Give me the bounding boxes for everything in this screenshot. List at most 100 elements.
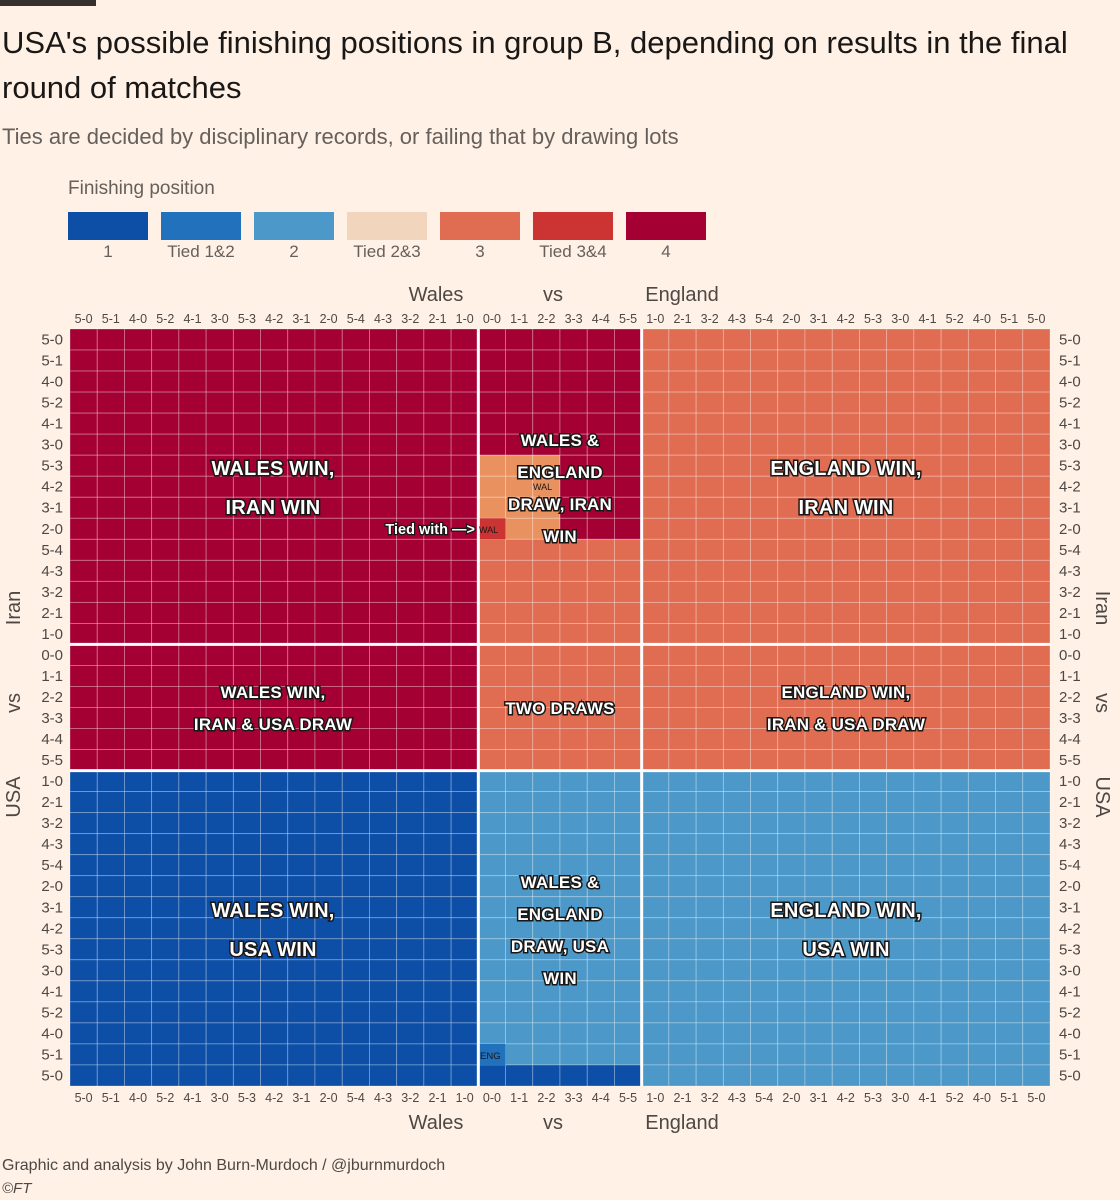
heatmap-cell xyxy=(450,728,479,750)
heatmap-cell xyxy=(151,1064,180,1087)
heatmap-cell xyxy=(967,370,996,393)
heatmap-cell xyxy=(1022,980,1051,1003)
axis-top-right: England xyxy=(645,284,718,306)
heatmap-cell xyxy=(477,980,506,1003)
x-tick-top: 5-3 xyxy=(864,312,882,326)
heatmap-cell xyxy=(750,412,779,435)
heatmap-cell xyxy=(859,517,888,540)
y-tick-right: 1-1 xyxy=(1059,668,1081,685)
heatmap-cell xyxy=(967,665,996,687)
heatmap-cell xyxy=(96,644,125,666)
heatmap-cell xyxy=(777,433,806,456)
heatmap-cell xyxy=(967,686,996,708)
heatmap-cell xyxy=(477,812,506,835)
heatmap-cell xyxy=(532,728,561,750)
heatmap-cell xyxy=(178,959,207,982)
heatmap-cell xyxy=(886,517,915,540)
legend-label: 3 xyxy=(475,242,485,261)
heatmap-cell xyxy=(260,854,289,877)
heatmap-cell xyxy=(260,559,289,582)
heatmap-cell xyxy=(69,854,98,877)
heatmap-cell xyxy=(859,601,888,624)
heatmap-cell xyxy=(777,370,806,393)
heatmap-cell xyxy=(124,917,153,940)
heatmap-cell xyxy=(124,433,153,456)
heatmap-cell xyxy=(913,959,942,982)
heatmap-cell xyxy=(804,559,833,582)
heatmap-cell xyxy=(69,496,98,519)
heatmap-cell xyxy=(96,517,125,540)
heatmap-cell xyxy=(232,517,261,540)
heatmap-cell xyxy=(477,728,506,750)
heatmap-cell xyxy=(722,601,751,624)
heatmap-cell xyxy=(423,328,452,351)
heatmap-cell xyxy=(205,538,234,561)
heatmap-cell xyxy=(396,496,425,519)
heatmap-cell xyxy=(750,601,779,624)
heatmap-cell xyxy=(1022,1001,1051,1024)
heatmap-cell xyxy=(1022,644,1051,666)
heatmap-cell xyxy=(69,433,98,456)
heatmap-cell xyxy=(477,749,506,771)
heatmap-cell xyxy=(423,412,452,435)
heatmap-cell xyxy=(750,791,779,814)
heatmap-cell xyxy=(614,791,643,814)
heatmap-cell xyxy=(314,580,343,603)
heatmap-cell xyxy=(151,644,180,666)
heatmap-cell xyxy=(450,686,479,708)
heatmap-cell xyxy=(287,770,316,793)
heatmap-cell xyxy=(668,391,697,414)
heatmap-cell xyxy=(151,433,180,456)
heatmap-cell xyxy=(695,917,724,940)
y-tick-right: 3-2 xyxy=(1059,584,1081,601)
heatmap-cell xyxy=(260,538,289,561)
heatmap-cell xyxy=(668,707,697,729)
x-tick-bottom: 4-0 xyxy=(129,1091,147,1105)
heatmap-cell xyxy=(614,812,643,835)
heatmap-cell xyxy=(940,1064,969,1087)
heatmap-cell xyxy=(913,391,942,414)
heatmap-cell xyxy=(668,580,697,603)
heatmap-cell xyxy=(314,854,343,877)
heatmap-cell xyxy=(505,1043,534,1066)
y-tick-left: 5-1 xyxy=(41,353,63,370)
heatmap-cell xyxy=(995,370,1024,393)
heatmap-cell xyxy=(859,391,888,414)
heatmap-cell xyxy=(532,791,561,814)
heatmap-cell xyxy=(940,517,969,540)
heatmap-cell xyxy=(532,749,561,771)
heatmap-cell xyxy=(967,854,996,877)
heatmap-cell xyxy=(369,433,398,456)
heatmap-cell xyxy=(750,938,779,961)
heatmap-cell xyxy=(505,1022,534,1045)
x-tick-top: 1-0 xyxy=(646,312,664,326)
heatmap-cell xyxy=(859,328,888,351)
heatmap-cell xyxy=(777,791,806,814)
heatmap-cell xyxy=(96,454,125,477)
x-tick-bottom: 3-3 xyxy=(565,1091,583,1105)
y-tick-left: 4-1 xyxy=(41,983,63,1000)
heatmap-cell xyxy=(423,896,452,919)
heatmap-cell xyxy=(151,391,180,414)
heatmap-cell xyxy=(314,812,343,835)
y-tick-left: 4-4 xyxy=(41,731,63,748)
heatmap-cell xyxy=(995,538,1024,561)
heatmap-cell xyxy=(232,1043,261,1066)
heatmap-cell xyxy=(124,749,153,771)
heatmap-cell xyxy=(777,601,806,624)
heatmap-cell xyxy=(151,854,180,877)
heatmap-cell xyxy=(614,496,643,519)
heatmap-cell xyxy=(940,454,969,477)
heatmap-cell xyxy=(859,412,888,435)
heatmap-cell xyxy=(532,370,561,393)
heatmap-cell xyxy=(151,601,180,624)
heatmap-cell xyxy=(69,601,98,624)
heatmap-cell xyxy=(450,370,479,393)
heatmap-cell xyxy=(886,833,915,856)
heatmap-cell xyxy=(69,622,98,645)
heatmap-cell xyxy=(505,601,534,624)
heatmap-cell xyxy=(967,496,996,519)
x-tick-top: 5-3 xyxy=(238,312,256,326)
heatmap-cell xyxy=(1022,770,1051,793)
heatmap-cell xyxy=(477,412,506,435)
